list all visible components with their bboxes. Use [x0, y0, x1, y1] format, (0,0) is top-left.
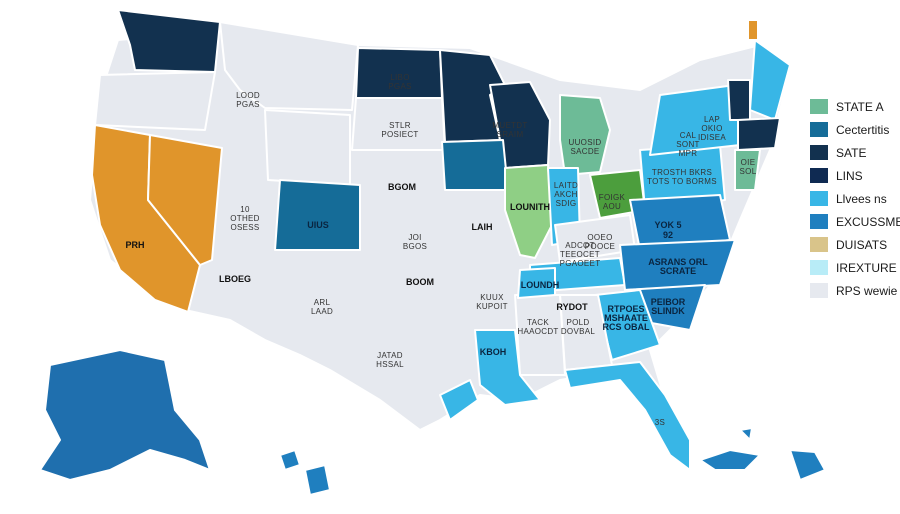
label-new-york: LAP OKIO IDISEA	[698, 115, 726, 142]
legend-label: IREXTURE	[836, 260, 897, 275]
label-minnesota: MUETDT SRAIM	[492, 121, 527, 139]
legend-swatch	[810, 145, 828, 160]
state-alaska[interactable]	[39, 349, 211, 481]
label-nevada: 10 OTHED OSESS	[230, 205, 260, 232]
state-vermont[interactable]	[727, 79, 751, 121]
state-massachusetts[interactable]	[737, 117, 781, 151]
state-illinois[interactable]	[504, 164, 553, 259]
label-north-carolina: ASRANS ORL SCRATE	[648, 257, 708, 276]
legend-label: Cectertitis	[836, 122, 890, 137]
legend-swatch	[810, 122, 828, 137]
state-washington[interactable]	[117, 9, 221, 73]
state-nevada[interactable]	[147, 134, 223, 266]
state-connecticut[interactable]	[734, 149, 761, 191]
label-texas: JATAD HSSAL	[376, 351, 404, 369]
map-legend: STATE A Cectertitis SATE LINS Llvees ns EXCUS…	[810, 95, 900, 302]
label-wyoming: STLR POSIECT	[381, 121, 418, 139]
label-michigan: UUOSID SACDE	[569, 138, 602, 156]
label-pennsylvania: TROSTH BKRS TOTS TO BORMS	[647, 168, 717, 186]
legend-item: EXCUSSME	[810, 210, 900, 233]
state-iowa[interactable]	[441, 139, 509, 191]
state-north-carolina[interactable]	[619, 239, 736, 291]
label-louisiana: KBOH	[480, 347, 507, 357]
state-michigan[interactable]	[559, 94, 611, 176]
label-kentucky-south: LOUNDH	[521, 280, 560, 290]
legend-swatch	[810, 283, 828, 298]
state-new-hampshire[interactable]	[747, 19, 759, 41]
label-connecticut: OIE SOL	[740, 158, 757, 176]
label-new-england: CAL SONT MPR	[676, 131, 699, 158]
legend-swatch	[810, 260, 828, 275]
state-hawaii[interactable]	[279, 449, 331, 496]
label-colorado: UIUS	[307, 220, 329, 230]
legend-label: EXCUSSME	[836, 214, 900, 229]
state-montana[interactable]	[219, 21, 359, 111]
label-kansas: JOI BGOS	[403, 233, 427, 251]
gulf-coast-texas	[439, 379, 479, 421]
label-oklahoma: BOOM	[406, 277, 434, 287]
legend-label: SATE	[836, 145, 867, 160]
legend-swatch	[810, 237, 828, 252]
label-california: PRH	[125, 240, 144, 250]
label-arkansas: KUUX KUPOIT	[476, 293, 508, 311]
label-oregon: LOOD PGAS	[236, 91, 260, 109]
legend-label: Llvees ns	[836, 191, 887, 206]
legend-item: DUISATS	[810, 233, 900, 256]
legend-item: LINS	[810, 164, 900, 187]
legend-item: STATE A	[810, 95, 900, 118]
legend-label: RPS wewie	[836, 283, 898, 298]
label-new-mexico: ARL LAAD	[311, 298, 333, 316]
label-florida: 3S	[655, 418, 665, 427]
label-mississippi: TACK HAAOCDT	[517, 318, 558, 336]
state-florida[interactable]	[564, 361, 691, 471]
label-missouri: LAIH	[472, 222, 493, 232]
label-tennessee: RYDOT	[556, 302, 588, 312]
label-virginia: YOK 5 92	[654, 220, 681, 240]
label-north-dakota: LIBO PGAS	[388, 73, 411, 91]
label-south-carolina: PEIBOR SLINDK	[651, 297, 686, 316]
state-oregon[interactable]	[94, 71, 216, 131]
state-wyoming[interactable]	[264, 109, 351, 186]
state-arkansas[interactable]	[517, 267, 556, 299]
label-nebraska: BGOM	[388, 182, 416, 192]
caribbean-islands	[699, 427, 826, 481]
legend-item: RPS wewie	[810, 279, 900, 302]
legend-swatch	[810, 168, 828, 183]
legend-item: Cectertitis	[810, 118, 900, 141]
state-colorado[interactable]	[274, 179, 361, 251]
label-ohio: FOIGK AOU	[599, 193, 626, 211]
legend-label: LINS	[836, 168, 863, 183]
legend-label: DUISATS	[836, 237, 888, 252]
label-west-virginia: OOEO POOCE	[585, 233, 615, 251]
legend-item: SATE	[810, 141, 900, 164]
label-illinois: LOUNITH	[510, 202, 550, 212]
state-maine[interactable]	[749, 39, 791, 121]
label-kentucky: ADCOT TEEOCET PGAOEET	[560, 241, 601, 268]
legend-item: IREXTURE	[810, 256, 900, 279]
legend-item: Llvees ns	[810, 187, 900, 210]
state-louisiana[interactable]	[474, 329, 541, 406]
label-alabama: POLD DOVBAL	[561, 318, 596, 336]
label-indiana: LAITD AKCH SDIG	[554, 181, 578, 208]
legend-swatch	[810, 191, 828, 206]
legend-label: STATE A	[836, 99, 884, 114]
legend-swatch	[810, 214, 828, 229]
label-georgia: RTPOES MSHAATE RCS OBAL	[603, 304, 651, 332]
label-arizona: LBOEG	[219, 274, 251, 284]
legend-swatch	[810, 99, 828, 114]
